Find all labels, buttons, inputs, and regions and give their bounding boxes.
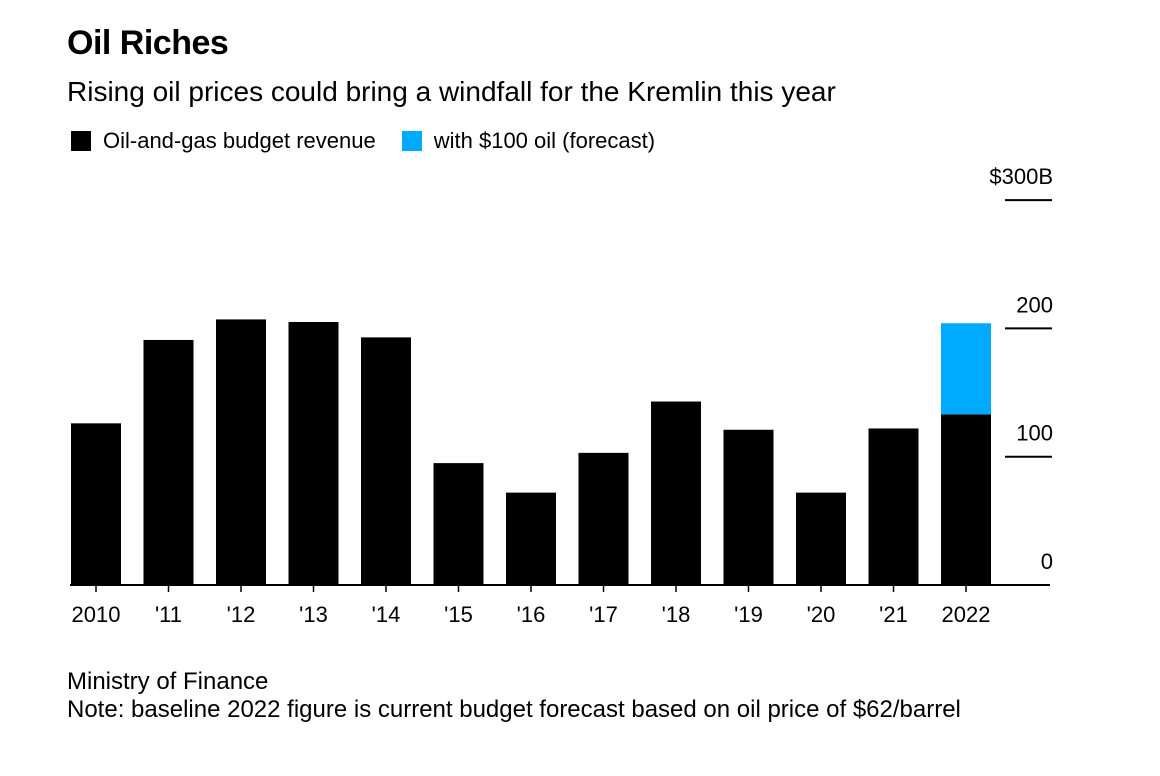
bar-revenue	[433, 463, 484, 585]
source-notes: Ministry of Finance Note: baseline 2022 …	[67, 668, 967, 724]
legend-item-revenue: Oil-and-gas budget revenue	[71, 128, 376, 154]
y-tick-label: 200	[1016, 292, 1053, 317]
y-tick-label: 100	[1016, 421, 1053, 446]
x-tick-label: '16	[517, 602, 546, 627]
x-tick-label: '20	[807, 602, 836, 627]
source-text: Ministry of Finance	[67, 668, 269, 695]
x-tick-label: 2010	[72, 602, 121, 627]
bar-revenue	[651, 401, 701, 585]
legend-label-forecast: with $100 oil (forecast)	[433, 128, 656, 153]
bar-revenue	[796, 492, 846, 585]
bar-revenue	[506, 492, 556, 585]
chart-title: Oil Riches	[67, 24, 229, 62]
chart-subtitle: Rising oil prices could bring a windfall…	[67, 76, 836, 107]
x-tick-label: '21	[879, 602, 908, 627]
bar-revenue	[941, 414, 991, 585]
legend-swatch-revenue	[71, 131, 91, 151]
y-tick-label: $300B	[989, 164, 1053, 189]
note-text: Note: baseline 2022 figure is current bu…	[67, 696, 961, 723]
x-tick-label: '14	[372, 602, 401, 627]
bar-revenue	[578, 452, 629, 585]
x-tick-label: '15	[444, 602, 473, 627]
bar-revenue	[361, 337, 411, 585]
x-tick-label: '17	[589, 602, 618, 627]
legend-swatch-forecast	[401, 131, 422, 151]
legend-item-forecast: with $100 oil (forecast)	[401, 128, 656, 154]
bar-revenue	[71, 423, 121, 585]
legend-label-revenue: Oil-and-gas budget revenue	[103, 128, 376, 153]
legend: Oil-and-gas budget revenue with $100 oil…	[71, 128, 681, 154]
bar-forecast	[941, 323, 991, 415]
bar-revenue	[723, 429, 774, 585]
x-tick-label: '13	[299, 602, 328, 627]
bar-revenue	[143, 339, 194, 585]
bar-revenue	[216, 319, 266, 585]
bar-revenue	[868, 428, 919, 585]
x-tick-label: 2022	[942, 602, 991, 627]
x-tick-label: '12	[227, 602, 256, 627]
x-tick-label: '11	[155, 602, 182, 627]
y-tick-label: 0	[1041, 549, 1053, 574]
bar-revenue	[288, 321, 339, 585]
x-tick-label: '18	[662, 602, 691, 627]
x-tick-label: '19	[734, 602, 763, 627]
